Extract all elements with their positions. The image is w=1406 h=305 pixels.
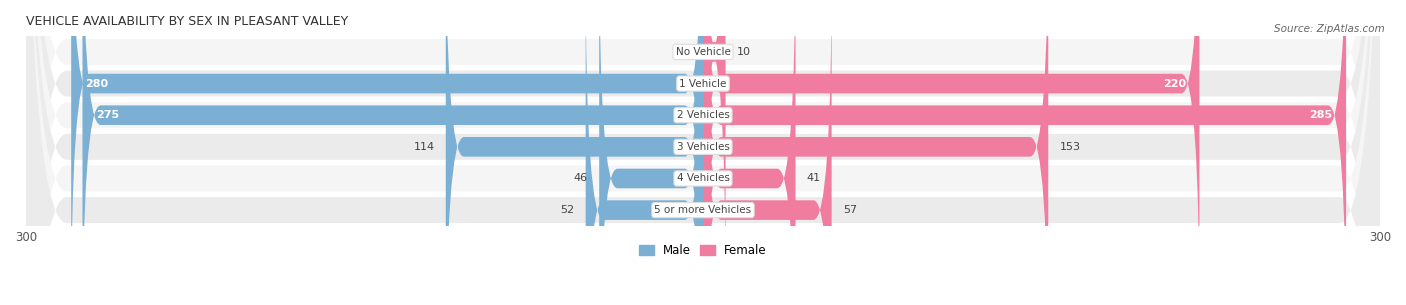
Text: 275: 275 [96,110,120,120]
Text: 280: 280 [84,79,108,88]
Text: VEHICLE AVAILABILITY BY SEX IN PLEASANT VALLEY: VEHICLE AVAILABILITY BY SEX IN PLEASANT … [27,15,349,28]
Text: 10: 10 [737,47,751,57]
FancyBboxPatch shape [703,0,1199,305]
Text: 2 Vehicles: 2 Vehicles [676,110,730,120]
Text: 114: 114 [413,142,434,152]
Text: 41: 41 [807,174,821,184]
FancyBboxPatch shape [27,0,1379,305]
FancyBboxPatch shape [27,0,1379,305]
FancyBboxPatch shape [27,0,1379,305]
FancyBboxPatch shape [586,0,703,305]
Text: Source: ZipAtlas.com: Source: ZipAtlas.com [1274,24,1385,34]
Text: 57: 57 [844,205,858,215]
FancyBboxPatch shape [27,0,1379,305]
Legend: Male, Female: Male, Female [634,239,772,262]
FancyBboxPatch shape [703,0,1346,305]
FancyBboxPatch shape [703,0,831,305]
Text: 52: 52 [560,205,575,215]
Text: 4 Vehicles: 4 Vehicles [676,174,730,184]
FancyBboxPatch shape [703,0,725,295]
Text: 5 or more Vehicles: 5 or more Vehicles [654,205,752,215]
Text: 1 Vehicle: 1 Vehicle [679,79,727,88]
FancyBboxPatch shape [27,0,1379,305]
Text: 285: 285 [1309,110,1333,120]
Text: 153: 153 [1060,142,1081,152]
FancyBboxPatch shape [27,0,1379,305]
FancyBboxPatch shape [703,0,796,305]
Text: 220: 220 [1163,79,1185,88]
FancyBboxPatch shape [72,0,703,305]
FancyBboxPatch shape [703,0,1049,305]
FancyBboxPatch shape [599,0,703,305]
Text: No Vehicle: No Vehicle [675,47,731,57]
Text: 0: 0 [688,47,695,57]
Text: 3 Vehicles: 3 Vehicles [676,142,730,152]
FancyBboxPatch shape [83,0,703,305]
Text: 46: 46 [574,174,588,184]
FancyBboxPatch shape [446,0,703,305]
